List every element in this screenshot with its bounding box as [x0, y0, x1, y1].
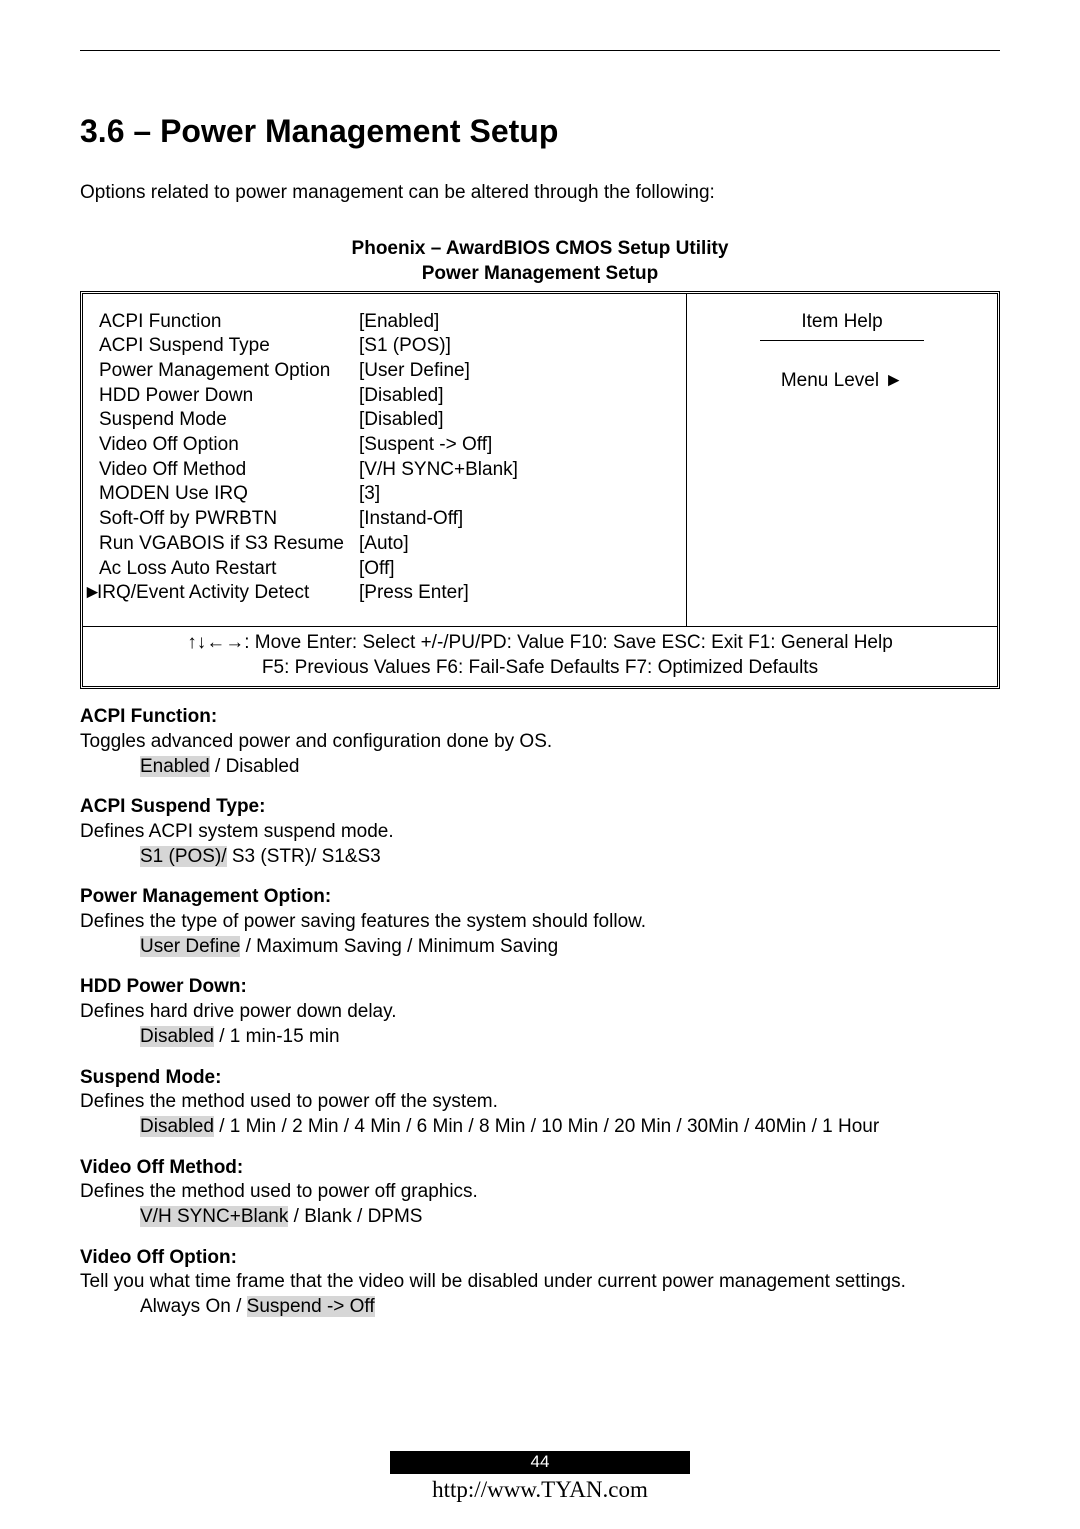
bios-option-name: HDD Power Down	[99, 384, 359, 409]
bios-option-name: ACPI Suspend Type	[99, 334, 359, 359]
description-block: Video Off Method:Defines the method used…	[80, 1156, 1000, 1230]
description-title: HDD Power Down:	[80, 975, 1000, 1000]
bios-footer-line1: ↑↓←→: Move Enter: Select +/-/PU/PD: Valu…	[89, 631, 991, 656]
bios-option-name: Video Off Method	[99, 458, 359, 483]
bios-option-name: Power Management Option	[99, 359, 359, 384]
description-text: Tell you what time frame that the video …	[80, 1270, 1000, 1295]
default-option: User Define	[140, 936, 240, 957]
description-block: ACPI Suspend Type:Defines ACPI system su…	[80, 795, 1000, 869]
bios-footer-line2: F5: Previous Values F6: Fail-Safe Defaul…	[89, 656, 991, 681]
description-options: Always On / Suspend -> Off	[80, 1295, 1000, 1320]
bios-option-value: [S1 (POS)]	[359, 334, 676, 359]
bios-option-name: ►IRQ/Event Activity Detect	[99, 581, 359, 606]
submenu-arrow-icon: ►	[83, 581, 97, 606]
description-text: Toggles advanced power and configuration…	[80, 730, 1000, 755]
bios-option-value: [Off]	[359, 557, 676, 582]
description-title: Video Off Option:	[80, 1246, 1000, 1271]
default-option: Enabled	[140, 756, 210, 777]
bios-option-name: Run VGABOIS if S3 Resume	[99, 532, 359, 557]
bios-option-name: Suspend Mode	[99, 408, 359, 433]
bios-left-pane: ACPI FunctionACPI Suspend TypePower Mana…	[83, 294, 687, 626]
description-title: ACPI Suspend Type:	[80, 795, 1000, 820]
default-option: S1 (POS)/	[140, 846, 227, 867]
default-option: V/H SYNC+Blank	[140, 1206, 288, 1227]
bios-option-value: [Disabled]	[359, 408, 676, 433]
description-options: Disabled / 1 min-15 min	[80, 1025, 1000, 1050]
bios-option-value: [User Define]	[359, 359, 676, 384]
bios-option-value: [Auto]	[359, 532, 676, 557]
bios-subheader: Power Management Setup	[80, 262, 1000, 287]
description-block: Video Off Option:Tell you what time fram…	[80, 1246, 1000, 1320]
description-options: User Define / Maximum Saving / Minimum S…	[80, 935, 1000, 960]
bios-header: Phoenix – AwardBIOS CMOS Setup Utility	[80, 237, 1000, 262]
item-help-label: Item Help	[705, 310, 979, 335]
bios-option-name: Video Off Option	[99, 433, 359, 458]
descriptions-region: ACPI Function:Toggles advanced power and…	[80, 705, 1000, 1319]
item-help-rule	[760, 340, 924, 341]
description-options: V/H SYNC+Blank / Blank / DPMS	[80, 1205, 1000, 1230]
bios-footer: ↑↓←→: Move Enter: Select +/-/PU/PD: Valu…	[83, 627, 997, 686]
description-block: ACPI Function:Toggles advanced power and…	[80, 705, 1000, 779]
description-title: Power Management Option:	[80, 885, 1000, 910]
description-text: Defines hard drive power down delay.	[80, 1000, 1000, 1025]
description-options: Enabled / Disabled	[80, 755, 1000, 780]
description-text: Defines the method used to power off the…	[80, 1090, 1000, 1115]
page-footer: 44 http://www.TYAN.com	[0, 1450, 1080, 1505]
bios-option-name: ACPI Function	[99, 310, 359, 335]
bios-option-value: [V/H SYNC+Blank]	[359, 458, 676, 483]
bios-right-pane: Item Help Menu Level ►	[687, 294, 997, 626]
section-title: 3.6 – Power Management Setup	[80, 111, 1000, 153]
bios-option-value: [Press Enter]	[359, 581, 676, 606]
bios-option-value: [Instand-Off]	[359, 507, 676, 532]
description-title: Video Off Method:	[80, 1156, 1000, 1181]
description-title: ACPI Function:	[80, 705, 1000, 730]
description-block: Power Management Option:Defines the type…	[80, 885, 1000, 959]
menu-level: Menu Level ►	[705, 369, 979, 394]
description-text: Defines the type of power saving feature…	[80, 910, 1000, 935]
bios-option-value: [Disabled]	[359, 384, 676, 409]
footer-url: http://www.TYAN.com	[0, 1475, 1080, 1505]
default-option: Disabled	[140, 1026, 214, 1047]
bios-option-value: [3]	[359, 482, 676, 507]
bios-option-values: [Enabled][S1 (POS)][User Define][Disable…	[359, 310, 676, 606]
page-number: 44	[390, 1451, 690, 1473]
intro-text: Options related to power management can …	[80, 181, 1000, 206]
bios-main: ACPI FunctionACPI Suspend TypePower Mana…	[83, 294, 997, 627]
default-option: Suspend -> Off	[247, 1296, 375, 1317]
bios-option-names: ACPI FunctionACPI Suspend TypePower Mana…	[99, 310, 359, 606]
bios-option-value: [Suspent -> Off]	[359, 433, 676, 458]
description-options: Disabled / 1 Min / 2 Min / 4 Min / 6 Min…	[80, 1115, 1000, 1140]
bios-option-value: [Enabled]	[359, 310, 676, 335]
bios-box: ACPI FunctionACPI Suspend TypePower Mana…	[80, 291, 1000, 690]
description-block: Suspend Mode:Defines the method used to …	[80, 1066, 1000, 1140]
bios-option-name: MODEN Use IRQ	[99, 482, 359, 507]
description-options: S1 (POS)/ S3 (STR)/ S1&S3	[80, 845, 1000, 870]
default-option: Disabled	[140, 1116, 214, 1137]
bios-option-name: Ac Loss Auto Restart	[99, 557, 359, 582]
bios-option-name: Soft-Off by PWRBTN	[99, 507, 359, 532]
description-title: Suspend Mode:	[80, 1066, 1000, 1091]
top-rule	[80, 50, 1000, 51]
description-text: Defines ACPI system suspend mode.	[80, 820, 1000, 845]
description-block: HDD Power Down:Defines hard drive power …	[80, 975, 1000, 1049]
description-text: Defines the method used to power off gra…	[80, 1180, 1000, 1205]
